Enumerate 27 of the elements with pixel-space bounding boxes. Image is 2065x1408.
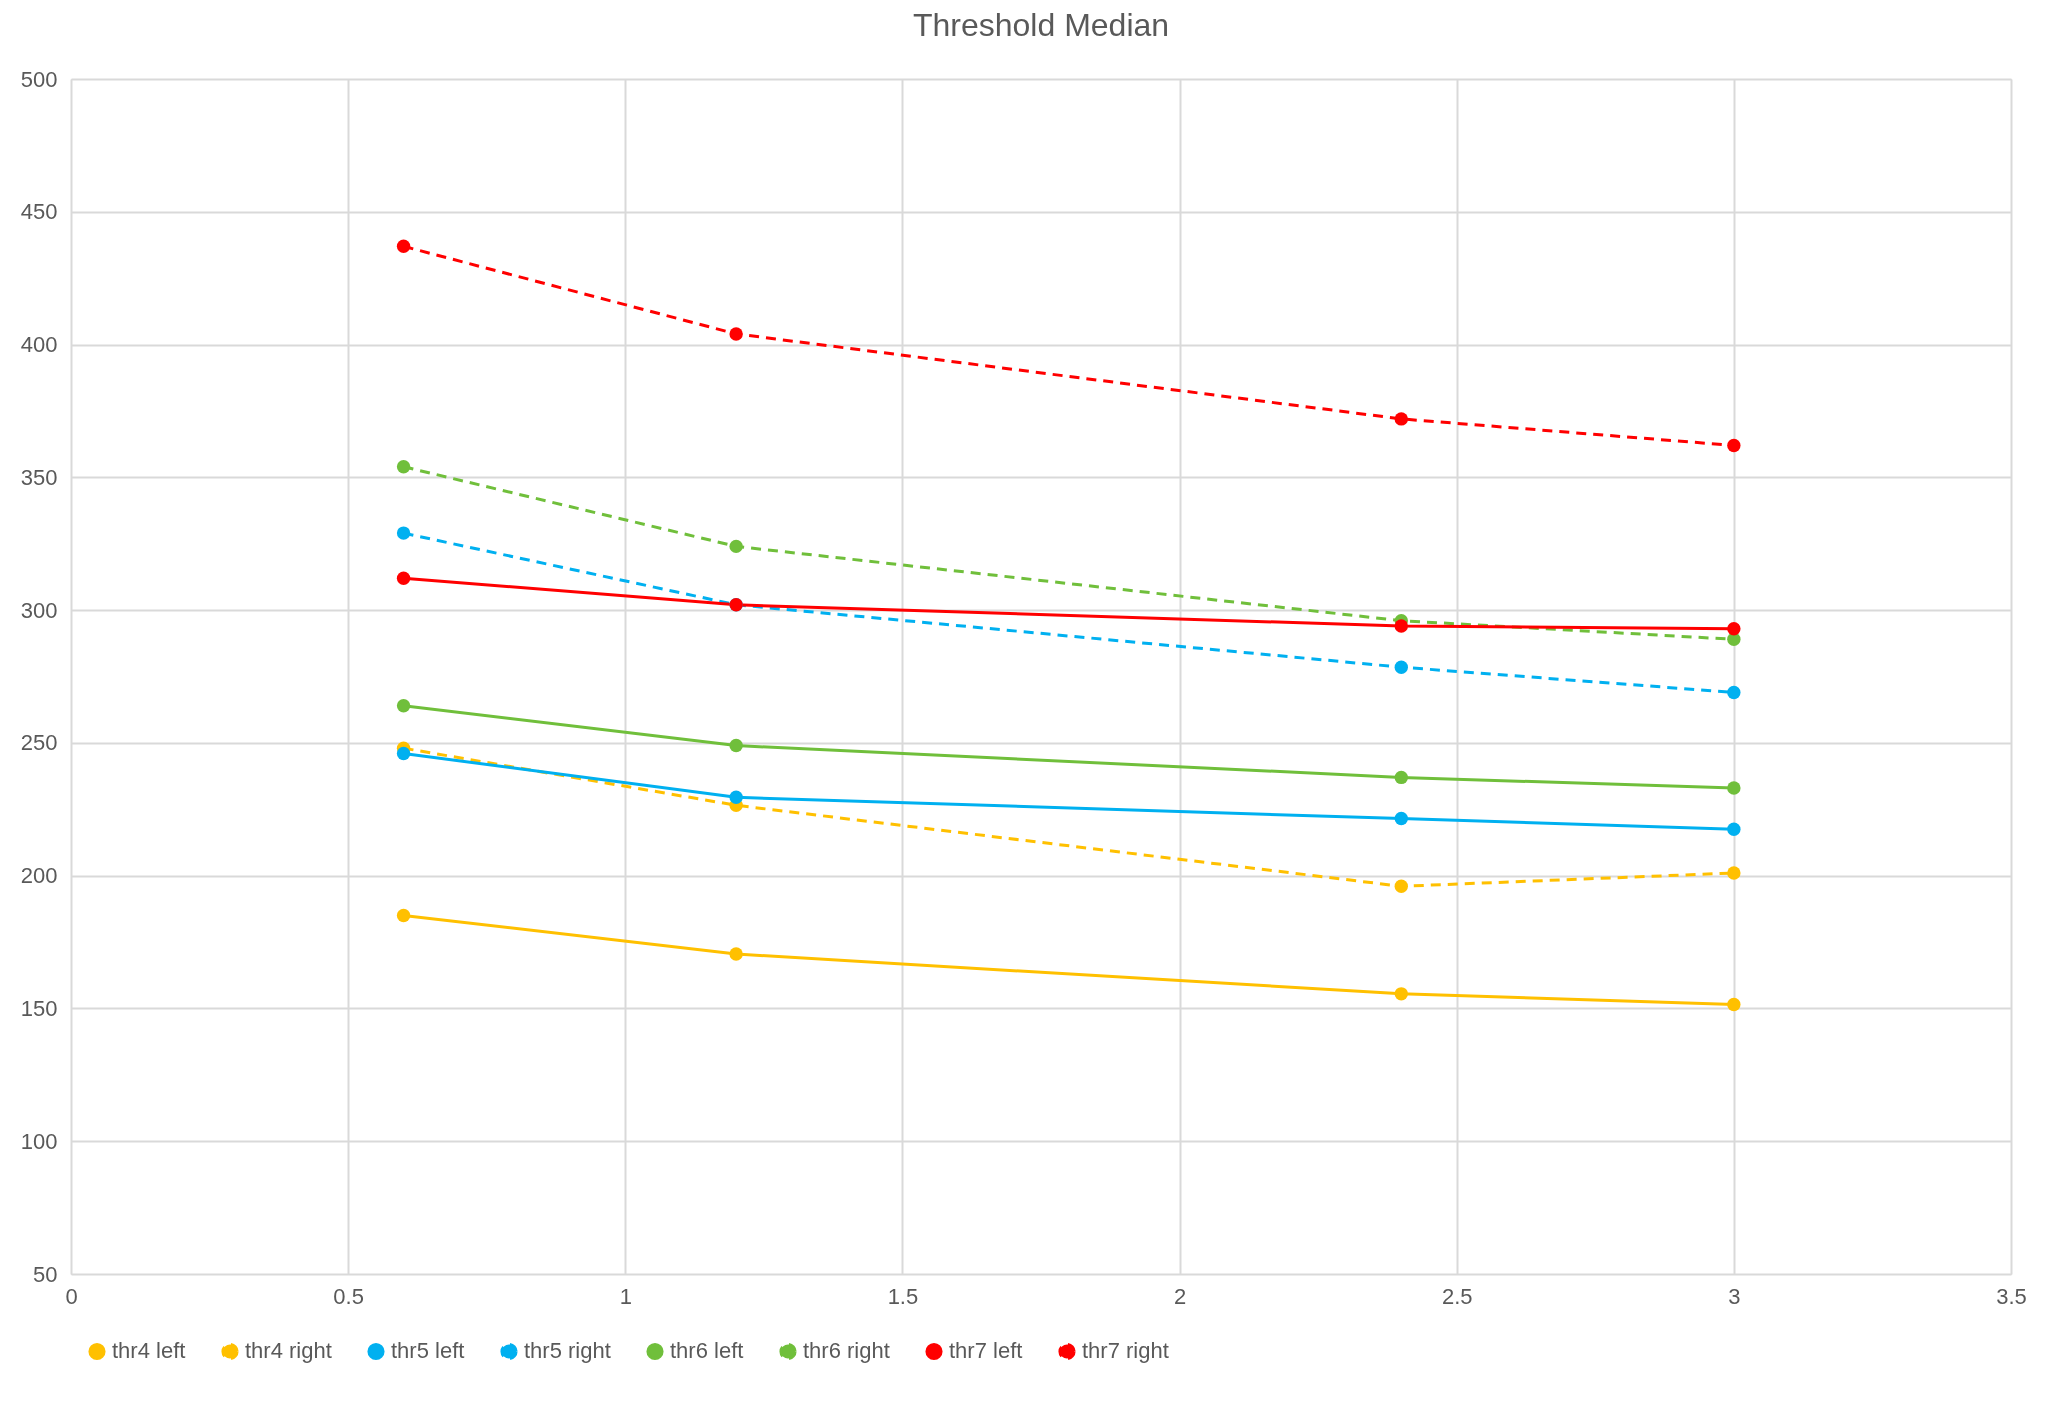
- chart-title: Threshold Median: [912, 7, 1170, 43]
- legend-label: thr6 right: [803, 1338, 890, 1364]
- y-tick-label: 350: [20, 464, 58, 490]
- legend-label: thr7 right: [1082, 1338, 1169, 1364]
- x-tick-label: 2.5: [1441, 1283, 1473, 1309]
- legend-label: thr5 left: [391, 1338, 465, 1364]
- x-tick-label: 3: [1728, 1283, 1741, 1309]
- y-tick-label: 450: [20, 199, 58, 225]
- legend-label: thr5 right: [524, 1338, 611, 1364]
- x-tick-label: 0.5: [333, 1283, 364, 1309]
- legend-label: thr4 left: [112, 1338, 186, 1364]
- legend-label: thr4 right: [245, 1338, 332, 1364]
- x-tick-label: 1.5: [887, 1283, 919, 1309]
- y-tick-label: 200: [20, 863, 58, 889]
- y-tick-label: 100: [20, 1128, 58, 1154]
- y-tick-label: 250: [20, 730, 58, 756]
- y-tick-label: 150: [20, 995, 58, 1021]
- x-tick-label: 1: [619, 1283, 632, 1309]
- y-tick-label: 500: [20, 66, 58, 92]
- y-tick-label: 50: [33, 1261, 58, 1287]
- x-tick-label: 0: [65, 1283, 78, 1309]
- legend-label: thr7 left: [949, 1338, 1023, 1364]
- y-tick-label: 400: [20, 332, 58, 358]
- x-tick-label: 2: [1173, 1283, 1187, 1309]
- legend-label: thr6 left: [670, 1338, 744, 1364]
- x-tick-label: 3.5: [1996, 1283, 2027, 1309]
- y-tick-label: 300: [20, 597, 58, 623]
